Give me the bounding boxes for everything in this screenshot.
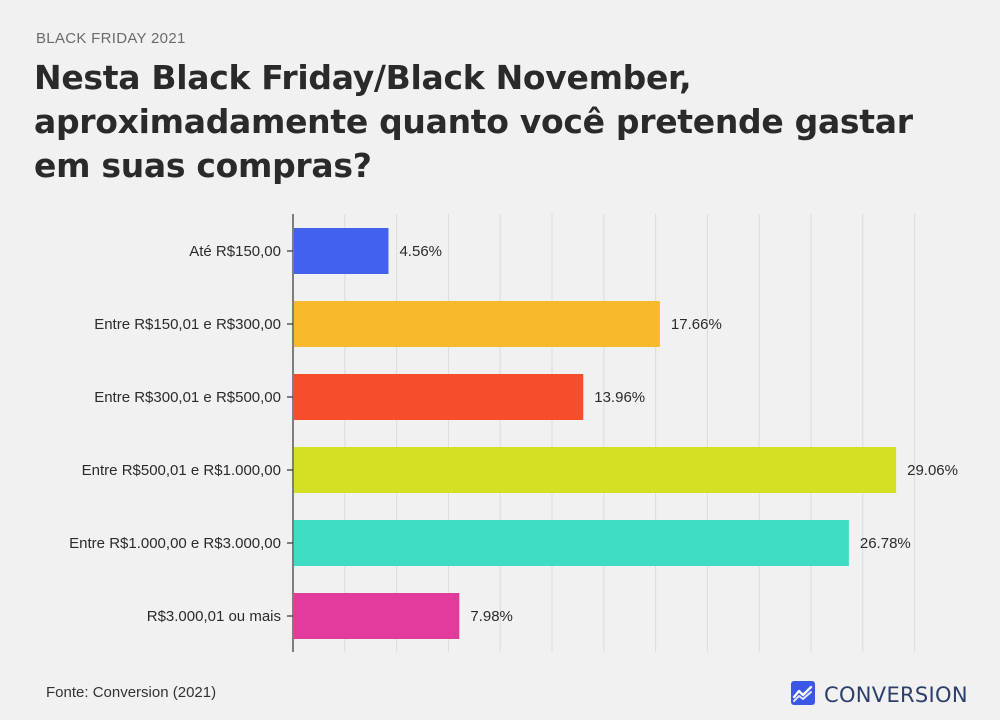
value-label: 13.96%: [594, 389, 645, 406]
value-labels: 4.56% 17.66% 13.96% 29.06% 26.78% 7.98%: [399, 243, 958, 625]
kicker-label: BLACK FRIDAY 2021: [36, 30, 186, 47]
category-label: Entre R$300,01 e R$500,00: [94, 389, 281, 406]
bar: [294, 228, 389, 274]
bar: [294, 520, 849, 566]
bar: [294, 301, 660, 347]
bar: [294, 447, 897, 493]
value-label: 17.66%: [671, 316, 722, 333]
category-label: Entre R$500,01 e R$1.000,00: [82, 462, 281, 479]
source-note: Fonte: Conversion (2021): [46, 684, 217, 701]
category-labels: Até R$150,00 Entre R$150,01 e R$300,00 Ent…: [69, 243, 281, 625]
value-label: 26.78%: [860, 535, 911, 552]
bars: [294, 228, 897, 639]
grid-lines: [287, 214, 916, 652]
bar: [294, 593, 460, 639]
chart-trend-icon: [790, 680, 816, 710]
category-label: Entre R$150,01 e R$300,00: [94, 316, 281, 333]
brand-name: CONVERSION: [824, 683, 968, 707]
value-label: 29.06%: [907, 462, 958, 479]
bar: [294, 374, 584, 420]
category-label: Até R$150,00: [189, 243, 281, 260]
brand-logo: CONVERSION: [790, 680, 968, 710]
value-label: 7.98%: [470, 608, 513, 625]
bar-chart: Até R$150,00 Entre R$150,01 e R$300,00 Ent…: [69, 214, 958, 652]
chart-title: Nesta Black Friday/Black November, aprox…: [34, 58, 913, 185]
category-label: R$3.000,01 ou mais: [147, 608, 281, 625]
category-label: Entre R$1.000,00 e R$3.000,00: [69, 535, 281, 552]
value-label: 4.56%: [399, 243, 442, 260]
